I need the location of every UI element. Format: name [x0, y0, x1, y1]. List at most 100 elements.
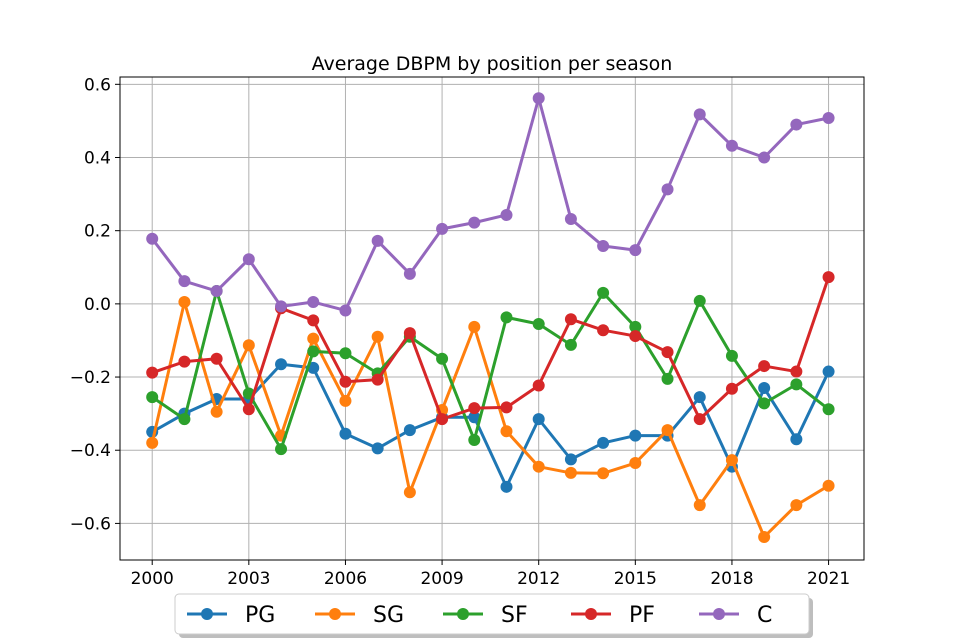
data-point-pg	[339, 427, 352, 440]
data-point-pf	[436, 413, 449, 426]
y-tick-label: 0.6	[84, 75, 111, 95]
data-point-pf	[178, 355, 191, 368]
legend-marker-pf	[585, 608, 597, 620]
data-point-c	[532, 92, 545, 105]
legend-marker-sg	[329, 608, 341, 620]
data-point-sg	[403, 486, 416, 499]
series-line-pg	[151, 362, 830, 489]
x-tick-label: 2015	[614, 569, 657, 589]
data-point-sg	[210, 405, 223, 418]
data-point-c	[403, 267, 416, 280]
chart-title: Average DBPM by position per season	[312, 53, 673, 75]
x-axis-ticks: 2000 2003 2006 2009 2012 2015 2018 2021	[131, 560, 850, 589]
data-point-pf	[629, 330, 642, 343]
y-axis-ticks: −0.6 −0.4 −0.2 0.0 0.2 0.4 0.6	[70, 75, 120, 534]
data-point-c	[661, 183, 674, 196]
legend-label-pg: PG	[245, 603, 275, 628]
data-point-pf	[371, 373, 384, 386]
data-point-pf	[597, 324, 610, 337]
legend-label-sg: SG	[373, 603, 404, 628]
legend-box	[174, 593, 810, 635]
data-point-pg	[758, 382, 771, 395]
data-point-sf	[307, 345, 320, 358]
data-point-sf	[725, 349, 738, 362]
data-point-pf	[403, 327, 416, 340]
data-point-c	[629, 244, 642, 257]
data-point-pf	[500, 401, 513, 414]
data-point-pg	[468, 411, 481, 424]
legend-marker-sf	[457, 608, 469, 620]
data-point-sf	[822, 403, 835, 416]
x-tick-label: 2000	[131, 569, 174, 589]
data-point-sg	[725, 454, 738, 467]
data-point-sf	[146, 391, 159, 404]
data-point-c	[371, 234, 384, 247]
data-point-sg	[758, 530, 771, 543]
series-line-sg	[150, 300, 830, 539]
data-point-pf	[725, 382, 738, 395]
y-tick-label: 0.2	[84, 222, 111, 242]
series-sf	[146, 285, 835, 456]
data-point-sg	[500, 425, 513, 438]
data-point-c	[275, 300, 288, 313]
data-point-sf	[693, 294, 706, 307]
data-point-sg	[564, 466, 577, 479]
data-point-sf	[564, 338, 577, 351]
legend-item-c: C	[699, 603, 772, 628]
series-sg	[146, 296, 835, 543]
data-point-c	[307, 296, 320, 309]
data-point-sg	[307, 332, 320, 345]
data-point-sg	[822, 479, 835, 492]
series-lines	[146, 92, 835, 543]
data-point-c	[693, 108, 706, 121]
data-point-sf	[178, 413, 191, 426]
data-point-sf	[500, 311, 513, 324]
series-pf	[146, 271, 835, 426]
data-point-pf	[307, 314, 320, 327]
data-point-c	[468, 216, 481, 229]
data-point-pf	[242, 403, 255, 416]
data-point-sg	[532, 460, 545, 473]
y-tick-label: −0.4	[70, 441, 111, 461]
data-point-sf	[597, 286, 610, 299]
data-point-c	[436, 222, 449, 235]
data-point-pf	[790, 365, 803, 378]
legend-label-sf: SF	[501, 603, 528, 628]
y-tick-label: 0.4	[84, 149, 111, 169]
data-point-c	[210, 285, 223, 298]
legend: PG SG SF PF C	[174, 593, 813, 638]
y-tick-label: −0.6	[70, 514, 111, 534]
x-tick-label: 2021	[807, 569, 850, 589]
data-point-sg	[468, 320, 481, 333]
data-point-pf	[146, 366, 159, 379]
data-point-sg	[339, 394, 352, 407]
series-c	[146, 92, 835, 317]
data-point-c	[597, 240, 610, 253]
data-point-pg	[790, 433, 803, 446]
data-point-pf	[339, 375, 352, 388]
legend-item-pf: PF	[571, 603, 655, 628]
data-point-c	[242, 253, 255, 266]
data-point-c	[178, 275, 191, 288]
data-point-sf	[436, 352, 449, 365]
data-point-pf	[758, 360, 771, 373]
series-line-pf	[151, 276, 830, 421]
series-line-sf	[151, 289, 830, 451]
data-point-pg	[597, 436, 610, 449]
x-tick-label: 2009	[420, 569, 463, 589]
legend-item-sf: SF	[443, 603, 528, 628]
data-point-sf	[468, 433, 481, 446]
data-point-pg	[532, 413, 545, 426]
legend-label-pf: PF	[629, 603, 655, 628]
data-point-sg	[693, 499, 706, 512]
data-point-sf	[758, 397, 771, 410]
x-tick-label: 2018	[710, 569, 753, 589]
data-point-pf	[822, 271, 835, 284]
data-point-sg	[178, 296, 191, 309]
data-point-c	[758, 151, 771, 164]
data-point-pg	[693, 391, 706, 404]
data-point-sf	[790, 378, 803, 391]
data-point-pf	[210, 352, 223, 365]
